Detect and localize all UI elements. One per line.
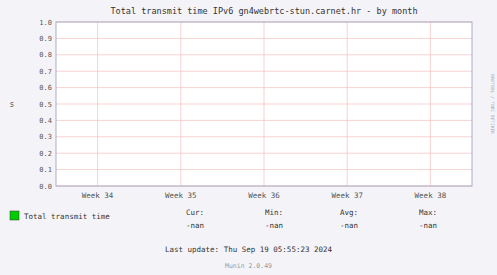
x-grid-line bbox=[97, 22, 98, 186]
x-grid-line bbox=[180, 22, 181, 186]
y-tick-label: 0.4 bbox=[39, 117, 52, 125]
plot-frame bbox=[56, 22, 472, 186]
y-tick-label: 0.3 bbox=[39, 133, 52, 141]
y-tick-label: 0.0 bbox=[39, 183, 52, 191]
last-update: Last update: Thu Sep 19 05:55:23 2024 bbox=[165, 245, 333, 254]
plot-area bbox=[56, 22, 472, 186]
y-tick-label: 0.2 bbox=[39, 150, 52, 158]
y-axis-label: s bbox=[10, 100, 15, 109]
x-tick-label: Week 37 bbox=[331, 191, 363, 200]
legend-swatch bbox=[10, 211, 19, 220]
watermark: RRDTOOL / TOBI OETIKER bbox=[490, 74, 495, 134]
stat-header: Min: bbox=[265, 208, 283, 217]
y-tick-label: 0.9 bbox=[39, 35, 52, 43]
x-grid-line bbox=[347, 22, 348, 186]
footer: Munin 2.0.49 bbox=[225, 262, 272, 270]
stat-header: Cur: bbox=[186, 208, 204, 217]
stat-value: -nan bbox=[265, 221, 283, 230]
y-tick-label: 0.1 bbox=[39, 166, 52, 174]
x-tick-label: Week 38 bbox=[415, 191, 447, 200]
x-tick-label: Week 34 bbox=[82, 191, 114, 200]
stat-header: Avg: bbox=[340, 208, 358, 217]
stat-header: Max: bbox=[419, 208, 437, 217]
y-tick-label: 0.5 bbox=[39, 101, 52, 109]
stat-value: -nan bbox=[340, 221, 358, 230]
stat-value: -nan bbox=[186, 221, 204, 230]
chart: Total transmit time IPv6 gn4webrtc-stun.… bbox=[0, 0, 497, 275]
y-tick-label: 0.7 bbox=[39, 68, 52, 76]
title: Total transmit time IPv6 gn4webrtc-stun.… bbox=[110, 6, 417, 16]
y-tick-label: 0.8 bbox=[39, 51, 52, 59]
y-tick-label: 0.6 bbox=[39, 84, 52, 92]
legend-label: Total transmit time bbox=[24, 212, 110, 221]
x-grid-line bbox=[264, 22, 265, 186]
x-tick-label: Week 36 bbox=[248, 191, 280, 200]
x-grid-line bbox=[430, 22, 431, 186]
x-tick-label: Week 35 bbox=[165, 191, 197, 200]
y-tick-label: 1.0 bbox=[39, 19, 52, 27]
stat-value: -nan bbox=[419, 221, 437, 230]
